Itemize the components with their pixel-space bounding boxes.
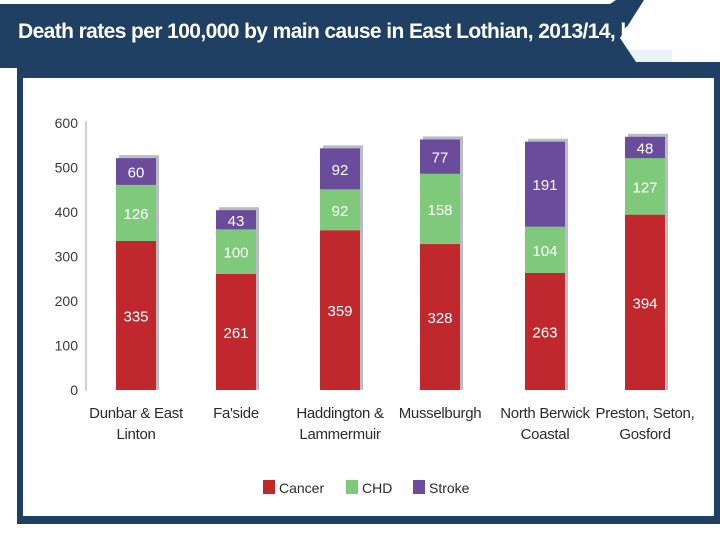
bar-segment-cancer: [420, 244, 460, 390]
legend-label-chd: CHD: [362, 480, 392, 496]
bar-segment-chd: [625, 158, 665, 215]
data-label-chd: 100: [223, 245, 248, 262]
bar-segment-chd: [116, 184, 156, 241]
bar-segment-stroke: [420, 139, 460, 174]
banner-shape: [0, 0, 644, 68]
data-label-cancer: 261: [223, 325, 248, 342]
data-label-cancer: 328: [427, 310, 452, 327]
data-label-stroke: 60: [128, 165, 145, 182]
data-label-chd: 104: [532, 243, 557, 260]
chart-title: Death rates per 100,000 by main cause in…: [18, 20, 720, 43]
x-category-label: Gosford: [619, 426, 670, 443]
bar-segment-cancer: [216, 273, 256, 390]
x-category-label: Lammermuir: [299, 426, 380, 443]
data-label-cancer: 359: [327, 303, 352, 320]
bar-segment-cancer: [525, 272, 565, 390]
bar-segment-chd: [525, 226, 565, 273]
bar-segment-stroke: [116, 158, 156, 185]
x-category-label: North Berwick: [500, 405, 590, 422]
data-label-chd: 158: [427, 202, 452, 219]
bar-segment-cancer: [625, 214, 665, 390]
data-label-stroke: 191: [532, 177, 557, 194]
data-label-stroke: 77: [432, 150, 449, 167]
y-tick-label: 300: [55, 249, 79, 265]
data-label-chd: 126: [123, 206, 148, 223]
y-tick-label: 600: [55, 115, 79, 131]
x-category-label: Coastal: [521, 426, 570, 443]
y-tick-label: 100: [55, 338, 79, 354]
bar-segment-cancer: [116, 240, 156, 390]
x-category-label: Fa'side: [213, 405, 259, 422]
data-label-stroke: 43: [228, 213, 245, 230]
bar-segment-stroke: [320, 148, 360, 190]
bar-segment-stroke: [216, 210, 256, 230]
data-label-stroke: 92: [332, 162, 349, 179]
x-category-label: Musselburgh: [399, 405, 482, 422]
x-category-label: Haddington &: [296, 405, 384, 422]
bar-segment-stroke: [625, 136, 665, 159]
bar-segment-chd: [320, 189, 360, 231]
y-tick-label: 500: [55, 160, 79, 176]
legend-label-stroke: Stroke: [429, 480, 470, 496]
data-label-cancer: 263: [532, 324, 557, 341]
legend-swatch-chd: [346, 480, 358, 494]
legend-label-cancer: Cancer: [279, 480, 324, 496]
x-category-label: Preston, Seton,: [596, 405, 695, 422]
x-category-label: Linton: [116, 426, 155, 443]
x-category-label: Dunbar & East: [89, 405, 184, 422]
y-tick-label: 0: [70, 382, 78, 398]
data-label-chd: 92: [332, 203, 349, 220]
data-label-stroke: 48: [637, 140, 654, 157]
y-tick-label: 400: [55, 204, 79, 220]
bar-segment-chd: [216, 229, 256, 274]
bar-segment-cancer: [320, 230, 360, 390]
data-label-cancer: 394: [632, 295, 657, 312]
data-label-chd: 127: [632, 179, 657, 196]
legend-swatch-cancer: [263, 480, 275, 494]
data-label-cancer: 335: [123, 308, 148, 325]
legend-swatch-stroke: [413, 480, 425, 494]
bar-segment-stroke: [525, 141, 565, 227]
bar-segment-chd: [420, 173, 460, 245]
y-tick-label: 200: [55, 293, 79, 309]
